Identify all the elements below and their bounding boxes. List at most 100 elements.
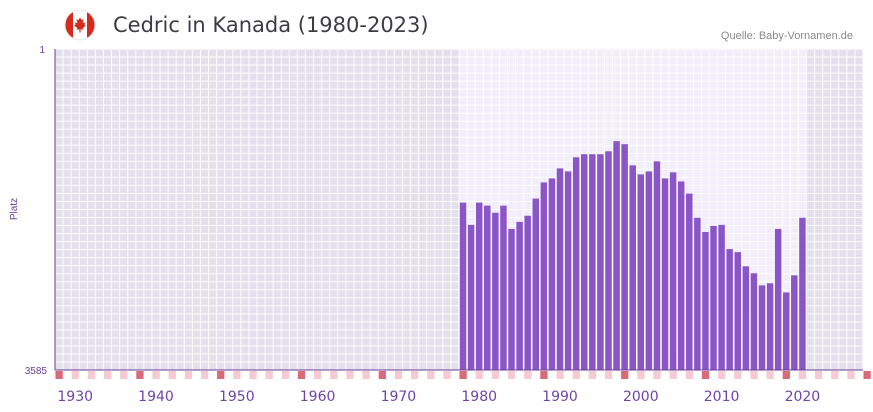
bar-2007 <box>694 217 701 370</box>
bar-2011 <box>726 249 733 370</box>
y-axis-label: Platz <box>9 198 20 220</box>
x-tick-marker <box>685 371 694 379</box>
bar-2014 <box>750 273 758 370</box>
bar-1982 <box>492 212 499 370</box>
bar-1996 <box>605 151 612 370</box>
bar-2016 <box>766 283 774 370</box>
x-tick-marker <box>265 371 273 379</box>
x-tick-marker <box>459 371 467 379</box>
bar-1993 <box>581 154 588 370</box>
x-tick-marker <box>798 371 807 379</box>
x-tick-marker <box>55 371 63 379</box>
x-tick-marker <box>168 371 176 379</box>
bar-1978 <box>459 202 467 370</box>
bar-series <box>459 141 806 370</box>
x-tick-label-1960: 1960 <box>300 389 336 405</box>
bar-1987 <box>532 198 539 370</box>
x-tick-markers <box>55 371 871 379</box>
bar-1990 <box>556 168 564 370</box>
y-tick-label-bottom: 3585 <box>25 366 48 377</box>
canada-flag-icon <box>64 9 96 41</box>
x-tick-marker <box>152 371 160 379</box>
x-tick-label-1980: 1980 <box>461 389 497 405</box>
x-tick-marker <box>491 371 500 379</box>
bar-2015 <box>758 285 766 370</box>
x-tick-label-1940: 1940 <box>138 389 174 405</box>
x-tick-marker <box>815 371 823 379</box>
bar-2004 <box>669 172 677 370</box>
bar-2003 <box>661 178 669 370</box>
x-tick-marker <box>604 371 613 379</box>
x-tick-marker <box>653 371 661 379</box>
bar-1992 <box>572 157 580 370</box>
bar-2000 <box>637 174 645 370</box>
bar-1999 <box>629 165 636 370</box>
x-tick-marker <box>314 371 322 379</box>
bar-1991 <box>564 171 572 370</box>
bar-1997 <box>613 141 620 370</box>
x-tick-marker <box>184 371 193 379</box>
bar-2012 <box>734 252 741 370</box>
x-tick-marker <box>572 371 580 379</box>
x-tick-marker <box>427 371 435 379</box>
x-tick-marker <box>249 371 257 379</box>
bar-1980 <box>475 202 483 370</box>
x-tick-marker <box>281 371 290 379</box>
x-tick-labels: 1930 1940 1950 1960 1970 1980 1990 2000 2010 2020 <box>57 389 820 405</box>
x-tick-marker <box>330 371 338 379</box>
chart-title: Cedric in Kanada (1980-2023) <box>113 13 429 37</box>
x-tick-marker <box>411 371 419 379</box>
x-tick-marker <box>701 371 710 379</box>
x-tick-marker <box>831 371 839 379</box>
x-tick-marker <box>87 371 96 379</box>
x-tick-label-1930: 1930 <box>57 389 93 405</box>
bar-2019 <box>791 275 798 370</box>
bar-1998 <box>621 144 628 370</box>
y-tick-label-top: 1 <box>39 45 45 56</box>
x-tick-marker <box>734 371 742 379</box>
bar-2009 <box>710 225 717 370</box>
source-label: Quelle: Baby-Vornamen.de <box>720 30 853 42</box>
bar-2013 <box>742 266 750 370</box>
x-tick-marker <box>378 371 386 379</box>
bar-2008 <box>702 231 709 370</box>
bar-1979 <box>467 224 475 370</box>
x-tick-label-2000: 2000 <box>623 389 659 405</box>
bar-1986 <box>524 215 531 370</box>
bar-1983 <box>500 205 507 370</box>
x-tick-marker <box>297 371 306 379</box>
x-tick-marker <box>103 371 112 379</box>
x-tick-marker <box>346 371 354 379</box>
x-tick-label-2020: 2020 <box>785 389 821 405</box>
x-tick-marker <box>556 371 564 379</box>
x-tick-label-1970: 1970 <box>381 389 417 405</box>
x-tick-label-1950: 1950 <box>219 389 255 405</box>
bar-2006 <box>686 193 693 370</box>
bar-1985 <box>516 221 523 370</box>
x-tick-marker <box>750 371 758 379</box>
x-tick-marker <box>637 371 645 379</box>
bar-2020 <box>799 217 806 370</box>
bar-2001 <box>645 171 653 370</box>
x-tick-marker <box>217 371 225 379</box>
x-tick-marker <box>847 371 855 379</box>
x-tick-marker <box>621 371 629 379</box>
bar-1984 <box>508 228 515 370</box>
bar-1995 <box>597 154 604 370</box>
x-tick-marker <box>200 371 209 379</box>
x-tick-marker <box>475 371 483 379</box>
bar-1988 <box>540 182 548 370</box>
grid-lines <box>54 48 864 371</box>
x-tick-marker <box>588 371 597 379</box>
bar-1981 <box>484 205 491 370</box>
x-tick-marker <box>71 371 79 379</box>
x-tick-marker <box>782 371 790 379</box>
x-tick-marker <box>863 371 871 379</box>
x-tick-label-1990: 1990 <box>542 389 578 405</box>
x-tick-marker <box>394 371 403 379</box>
bar-2010 <box>718 224 725 370</box>
bar-1994 <box>589 154 596 370</box>
bar-2005 <box>677 181 685 370</box>
x-tick-marker <box>136 371 144 379</box>
